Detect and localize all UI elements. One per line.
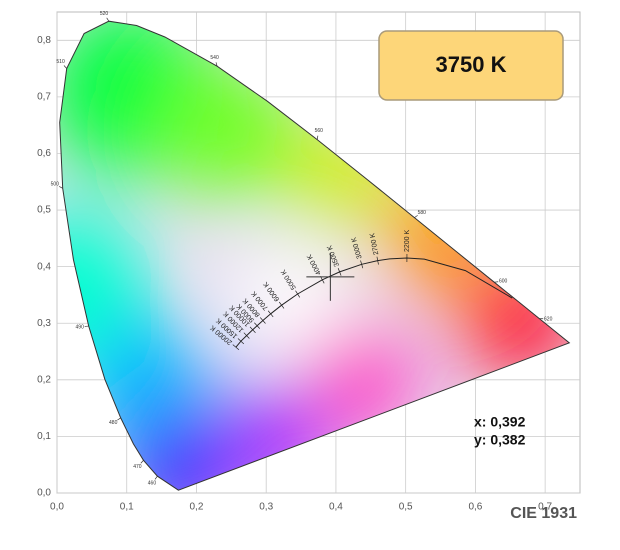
cct-tick: [267, 310, 274, 318]
y-tick-label: 0,8: [37, 35, 51, 46]
wavelength-label: 560: [315, 128, 324, 134]
y-tick-label: 0,7: [37, 92, 51, 103]
wavelength-label: 620: [544, 316, 553, 322]
cct-label: 2200 K: [404, 230, 411, 253]
x-tick-label: 0,2: [190, 502, 204, 513]
wavelength-tick: [140, 460, 144, 464]
cct-tick: [237, 338, 245, 345]
chart-title: CIE 1931: [510, 505, 577, 522]
cct-tick: [295, 290, 301, 298]
cct-tick: [337, 268, 342, 276]
y-coordinate: y: 0,382: [474, 432, 526, 448]
y-tick-label: 0,3: [37, 318, 51, 329]
cct-tick: [320, 276, 325, 284]
x-tick-label: 0,6: [468, 502, 482, 513]
cct-tick: [232, 344, 240, 351]
cct-tick: [360, 260, 364, 269]
wavelength-tick: [63, 65, 67, 69]
y-tick-label: 0,6: [37, 148, 51, 159]
x-tick-label: 0,4: [329, 502, 343, 513]
x-coordinate: x: 0,392: [474, 414, 526, 430]
wavelength-tick: [414, 215, 418, 218]
wavelength-label: 510: [56, 59, 65, 65]
y-tick-label: 0,4: [37, 261, 51, 272]
wavelength-label: 500: [51, 181, 60, 187]
planckian-locus: [235, 257, 513, 348]
x-tick-label: 0,7: [538, 502, 552, 513]
wavelength-label: 540: [210, 55, 219, 61]
cct-value: 3750 K: [436, 52, 507, 77]
cct-tick: [254, 322, 261, 329]
wavelength-tick: [106, 17, 110, 22]
y-tick-label: 0,2: [37, 374, 51, 385]
y-tick-label: 0,5: [37, 205, 51, 216]
wavelength-label: 480: [109, 420, 118, 426]
wavelength-label: 470: [133, 464, 142, 470]
cct-box: [378, 30, 564, 101]
wavelength-tick: [59, 186, 63, 189]
cct-label: 2700 K: [369, 232, 380, 255]
wavelength-label: 520: [100, 11, 109, 17]
wavelength-tick: [117, 417, 121, 421]
wavelength-tick: [316, 135, 319, 140]
wavelength-label: 490: [76, 324, 85, 330]
y-tick-label: 0,1: [37, 431, 51, 442]
y-tick-label: 0,0: [37, 488, 51, 499]
cct-tick: [376, 256, 379, 265]
x-tick-label: 0,3: [259, 502, 273, 513]
wavelength-tick: [215, 62, 218, 67]
wavelength-label: 580: [418, 210, 427, 216]
x-tick-label: 0,5: [399, 502, 413, 513]
cct-tick: [278, 301, 285, 309]
crosshair: [306, 252, 355, 301]
spectral-locus: [59, 20, 571, 491]
x-tick-label: 0,0: [50, 502, 64, 513]
x-tick-label: 0,1: [120, 502, 134, 513]
cct-tick: [249, 326, 256, 333]
wavelength-tick: [154, 475, 158, 480]
wavelength-label: 600: [499, 278, 508, 284]
cct-tick: [243, 332, 250, 339]
wavelength-label: 460: [148, 481, 157, 487]
cct-tick: [259, 317, 266, 324]
